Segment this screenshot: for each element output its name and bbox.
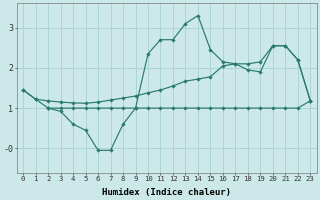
X-axis label: Humidex (Indice chaleur): Humidex (Indice chaleur) [102,188,231,197]
